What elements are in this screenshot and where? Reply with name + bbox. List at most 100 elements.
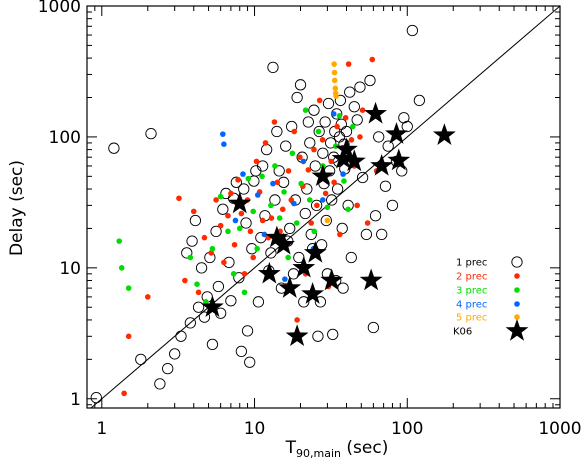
point-2-prec [228, 190, 234, 197]
point-4-prec [291, 200, 297, 207]
point-2-prec [238, 210, 245, 217]
point-2-prec [364, 220, 371, 226]
plot-frame [86, 5, 561, 409]
point-5-prec [331, 77, 338, 84]
point-2-prec [345, 61, 352, 67]
point-k06-star [342, 149, 366, 172]
point-3-prec [194, 281, 200, 287]
x-axis-title-main: T [285, 438, 297, 458]
point-2-prec [308, 220, 315, 226]
point-5-prec [331, 61, 337, 67]
point-1-prec [145, 127, 157, 140]
point-1-prec [162, 362, 174, 375]
point-1-prec [315, 239, 328, 251]
point-2-prec [225, 212, 231, 219]
point-5-prec [324, 217, 331, 224]
point-2-prec [274, 179, 281, 186]
point-1-prec [235, 345, 248, 358]
point-1-prec [250, 165, 262, 177]
legend-label: 5 prec [456, 313, 487, 324]
point-2-prec [291, 128, 298, 135]
point-1-prec [252, 296, 265, 308]
point-1-prec [271, 125, 283, 138]
point-k06-star [311, 164, 335, 187]
point-3-prec [250, 208, 256, 215]
point-2-prec [271, 119, 278, 125]
tick-marks [86, 5, 561, 408]
point-4-prec [514, 301, 520, 307]
point-1-prec [319, 116, 331, 128]
point-4-prec [220, 131, 226, 137]
point-2-prec [262, 140, 269, 146]
point-2-prec [311, 146, 317, 153]
point-1-prec [386, 199, 399, 212]
point-1-prec [317, 147, 329, 159]
point-3-prec [289, 150, 296, 157]
point-1-prec [322, 97, 335, 110]
y-axis-title: Delay (sec) [7, 160, 27, 256]
point-3-prec [281, 189, 287, 195]
point-1-prec [313, 125, 325, 138]
x-tick-label: 1 [96, 419, 107, 439]
y-tick-label: 1 [70, 390, 81, 410]
point-1-prec [382, 140, 394, 152]
point-2-prec [125, 333, 132, 340]
y-tick-label: 100 [49, 128, 81, 148]
legend-label: 4 prec [456, 300, 487, 311]
point-1-prec [511, 256, 523, 268]
point-4-prec [261, 231, 268, 238]
point-1-prec [298, 296, 310, 308]
point-1-prec [269, 194, 281, 206]
point-1-prec [326, 194, 338, 206]
point-3-prec [514, 287, 520, 293]
point-1-prec [267, 61, 279, 73]
point-1-prec [309, 160, 321, 172]
point-2-prec [250, 254, 256, 261]
point-1-prec [206, 338, 219, 351]
point-1-prec [345, 251, 357, 264]
point-3-prec [187, 254, 194, 261]
point-1-prec [406, 24, 419, 37]
point-1-prec [310, 199, 323, 212]
point-4-prec [240, 171, 246, 177]
point-1-prec [413, 94, 426, 107]
point-1-prec [186, 235, 198, 247]
point-2-prec [201, 234, 208, 241]
point-1-prec [184, 317, 197, 329]
point-2-prec [314, 202, 320, 209]
point-1-prec [192, 301, 205, 313]
point-2-prec [217, 222, 224, 229]
legend-label: 3 prec [456, 286, 487, 297]
point-1-prec [256, 160, 269, 172]
point-1-prec [198, 311, 211, 323]
point-1-prec [367, 321, 380, 334]
point-4-prec [320, 197, 326, 203]
point-1-prec [291, 91, 303, 104]
x-tick-label: 100 [391, 419, 423, 439]
point-2-prec [241, 271, 248, 277]
point-4-prec [330, 111, 337, 117]
point-1-prec [340, 125, 353, 138]
point-k06-star [385, 122, 408, 144]
x-axis-title: T90,main (sec) [285, 438, 389, 460]
point-2-prec [176, 195, 182, 202]
point-1-prec [364, 74, 376, 87]
point-k06-star [285, 324, 309, 346]
point-1-prec [354, 81, 366, 93]
point-1-prec [273, 165, 285, 177]
point-4-prec [340, 171, 346, 177]
point-2-prec [369, 56, 376, 63]
point-3-prec [203, 299, 209, 305]
point-1-prec [181, 247, 193, 259]
point-2-prec [305, 167, 312, 173]
point-1-prec [337, 282, 349, 294]
point-1-prec [230, 176, 242, 188]
point-3-prec [268, 202, 274, 209]
point-1-prec [305, 228, 317, 241]
point-2-prec [514, 273, 520, 279]
point-1-prec [280, 140, 292, 152]
point-4-prec [300, 158, 307, 165]
point-1-prec [135, 353, 147, 365]
reference-line-layer [90, 6, 560, 408]
plot-area [86, 5, 561, 409]
